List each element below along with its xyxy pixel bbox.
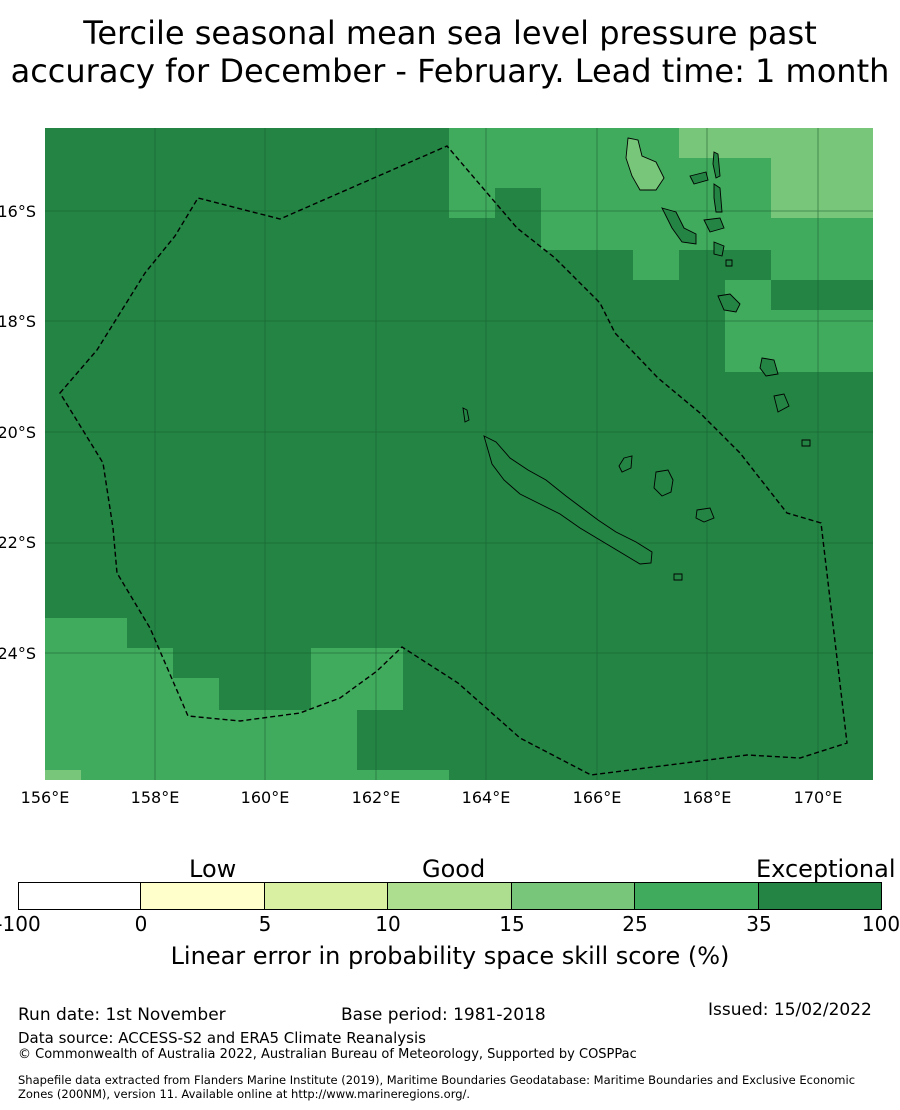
run-date: Run date: 1st November	[18, 1005, 226, 1025]
colorbar-segment	[635, 882, 759, 910]
vanuatu-tanna	[773, 393, 790, 413]
shapefile-credit-line-1: Shapefile data extracted from Flanders M…	[18, 1073, 856, 1087]
colorbar-segment	[141, 882, 265, 910]
vanuatu-espiritu-santo	[625, 137, 665, 191]
vanuatu-shepherd-islands	[725, 259, 733, 267]
colorbar-tick: 5	[258, 912, 272, 936]
vanuatu-ambae	[689, 171, 709, 185]
lon-tick-label: 162°E	[352, 788, 401, 807]
colorbar-label: Linear error in probability space skill …	[170, 942, 730, 970]
vanuatu-aneityum	[801, 439, 811, 447]
colorbar	[18, 882, 882, 910]
vanuatu-malekula	[661, 207, 697, 245]
new-caledonia-island	[483, 435, 653, 565]
vanuatu-ambrym	[703, 217, 725, 233]
lon-tick-label: 170°E	[794, 788, 843, 807]
grid-cell	[357, 770, 449, 780]
eez-boundary	[59, 145, 848, 776]
lat-tick-label: 24°S	[0, 644, 36, 663]
loyalty-island-lifou	[653, 469, 674, 497]
lon-tick-label: 158°E	[131, 788, 180, 807]
colorbar-tick: -100	[0, 912, 41, 936]
lon-tick-label: 156°E	[21, 788, 70, 807]
grid-cell	[311, 648, 403, 710]
grid-cell	[541, 188, 679, 250]
grid-cell	[45, 770, 81, 780]
lon-tick-label: 160°E	[241, 788, 290, 807]
vanuatu-epi	[713, 241, 725, 257]
lat-tick-label: 18°S	[0, 312, 36, 331]
lon-tick-label: 164°E	[462, 788, 511, 807]
map: 16°S 18°S 20°S 22°S 24°S 156°E 158°E 160…	[0, 128, 873, 807]
grid-cell	[311, 710, 357, 780]
vanuatu-erromango	[759, 357, 779, 377]
colorbar-frame	[18, 882, 882, 910]
grid-cell	[725, 310, 873, 372]
grid-cell	[771, 218, 873, 280]
chart-title: Tercile seasonal mean sea level pressure…	[0, 14, 900, 90]
colorbar-category-exceptional: Exceptional	[756, 855, 896, 883]
colorbar-segment	[18, 882, 141, 910]
grid-cell	[679, 128, 873, 158]
grid-cell	[127, 648, 173, 780]
lat-tick-label: 16°S	[0, 202, 36, 221]
axis-frame: 16°S 18°S 20°S 22°S 24°S 156°E 158°E 160…	[0, 202, 842, 807]
title-line-1: Tercile seasonal mean sea level pressure…	[83, 14, 817, 52]
colorbar-segment	[759, 882, 882, 910]
lon-tick-label: 168°E	[683, 788, 732, 807]
colorbar-segment	[265, 882, 388, 910]
colorbar-tick: 100	[861, 912, 900, 936]
loyalty-island-ouvea	[618, 455, 633, 473]
belep-islands	[462, 407, 470, 423]
title-line-2: accuracy for December - February. Lead t…	[10, 52, 890, 90]
isle-of-pines	[673, 573, 683, 581]
colorbar-tick: 35	[746, 912, 772, 936]
coastlines	[462, 137, 811, 581]
vanuatu-maewo	[712, 151, 721, 179]
grid-cell	[449, 188, 495, 218]
colorbar-tick: 10	[375, 912, 401, 936]
colorbar-category-low: Low	[189, 855, 237, 883]
loyalty-island-mare	[695, 507, 715, 523]
colorbar-category-good: Good	[422, 855, 486, 883]
vanuatu-efate	[717, 293, 741, 313]
colorbar-segment	[512, 882, 635, 910]
copyright: © Commonwealth of Australia 2022, Austra…	[18, 1047, 637, 1062]
grid-cell	[633, 250, 679, 280]
colorbar-tick: 25	[622, 912, 648, 936]
colorbar-segment	[388, 882, 512, 910]
issued-date: Issued: 15/02/2022	[708, 1000, 872, 1020]
colorbar-tick: 0	[134, 912, 148, 936]
grid-cell	[173, 678, 219, 780]
grid-cell	[771, 158, 873, 218]
vanuatu-pentecost	[713, 183, 723, 213]
lat-tick-label: 20°S	[0, 423, 36, 442]
data-source: Data source: ACCESS-S2 and ERA5 Climate …	[18, 1029, 426, 1047]
graticule	[45, 128, 873, 780]
shapefile-credit-line-2: Zones (200NM), version 11. Available onl…	[18, 1087, 471, 1101]
grid-cell	[45, 618, 127, 780]
colorbar-tick: 15	[499, 912, 525, 936]
base-period: Base period: 1981-2018	[341, 1005, 546, 1025]
lon-tick-label: 166°E	[573, 788, 622, 807]
lat-tick-label: 22°S	[0, 533, 36, 552]
skill-grid	[45, 128, 873, 780]
